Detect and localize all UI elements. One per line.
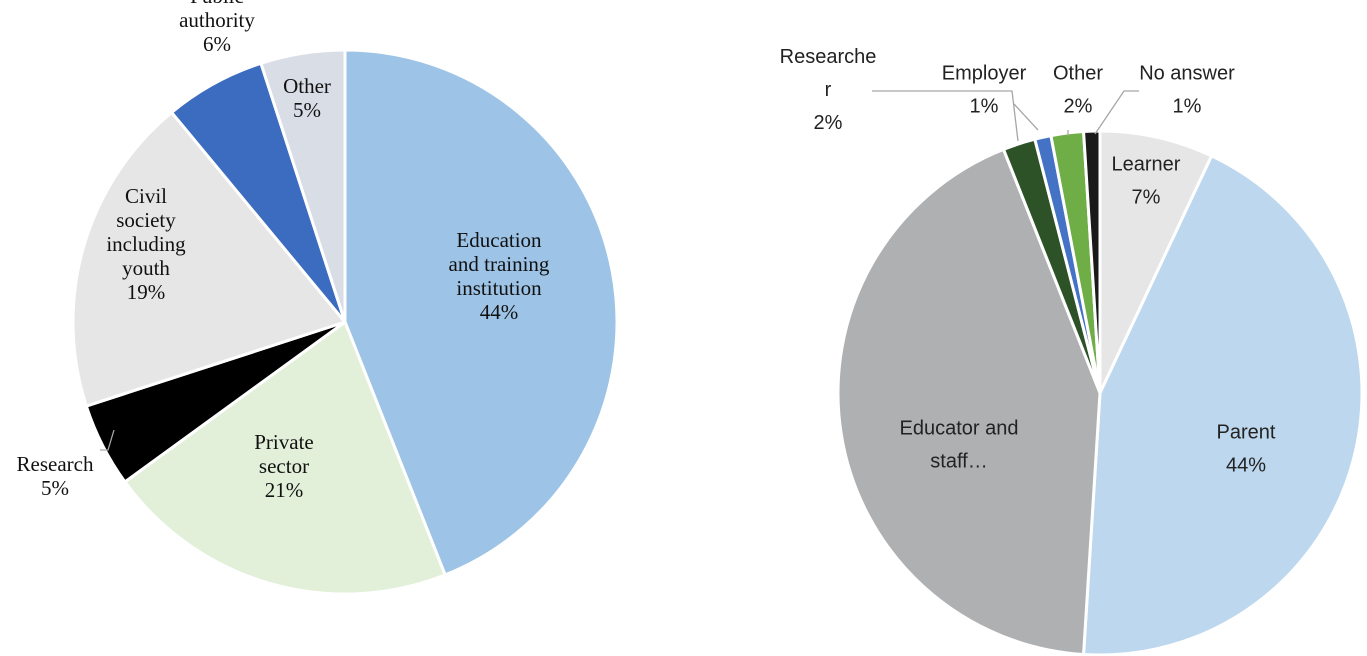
data-label-other: Other 5% — [283, 74, 331, 122]
leader-line-researche-r — [872, 90, 1019, 142]
pie-chart-respondent-role: Learner 7% Parent 44% Educator and staff… Rese… — [780, 46, 1364, 656]
data-label-other: Other 2% — [1053, 63, 1103, 118]
leader-line-no-answer — [1094, 90, 1139, 135]
data-label-no-answer: No answer 1% — [1139, 63, 1235, 118]
data-label-educator-and-staff: Educator and staff… — [900, 418, 1019, 473]
data-label-private-sector: Private sector 21% — [254, 430, 313, 502]
slice-learner — [1098, 129, 1214, 395]
leader-line-research — [100, 429, 115, 451]
slice-education-and-training-institution — [343, 48, 619, 577]
data-label-civil-society-including-youth: Civil society including youth 19% — [106, 184, 186, 304]
slice-educator-and-staff — [836, 147, 1102, 656]
leader-line-employer — [1013, 103, 1039, 131]
slice-civil-society-including-youth — [71, 110, 347, 408]
data-label-employer: Employer 1% — [942, 63, 1027, 118]
data-label-parent: Parent 44% — [1217, 422, 1276, 477]
slice-no-answer — [1082, 129, 1102, 395]
slice-private-sector — [123, 320, 447, 596]
slice-other — [259, 48, 347, 324]
data-label-research: Research 5% — [17, 452, 94, 500]
data-label-researche-r: Researche r 2% — [780, 46, 877, 134]
pie-chart-stakeholder-type: Education and training institution 44% Priva… — [17, 0, 619, 596]
slice-parent — [1082, 154, 1364, 656]
data-label-learner: Learner 7% — [1112, 154, 1181, 209]
data-label-public-authority: Publicauthority6% — [179, 0, 255, 56]
data-label-education-and-training-institution: Education and training institution 44% — [449, 228, 550, 324]
